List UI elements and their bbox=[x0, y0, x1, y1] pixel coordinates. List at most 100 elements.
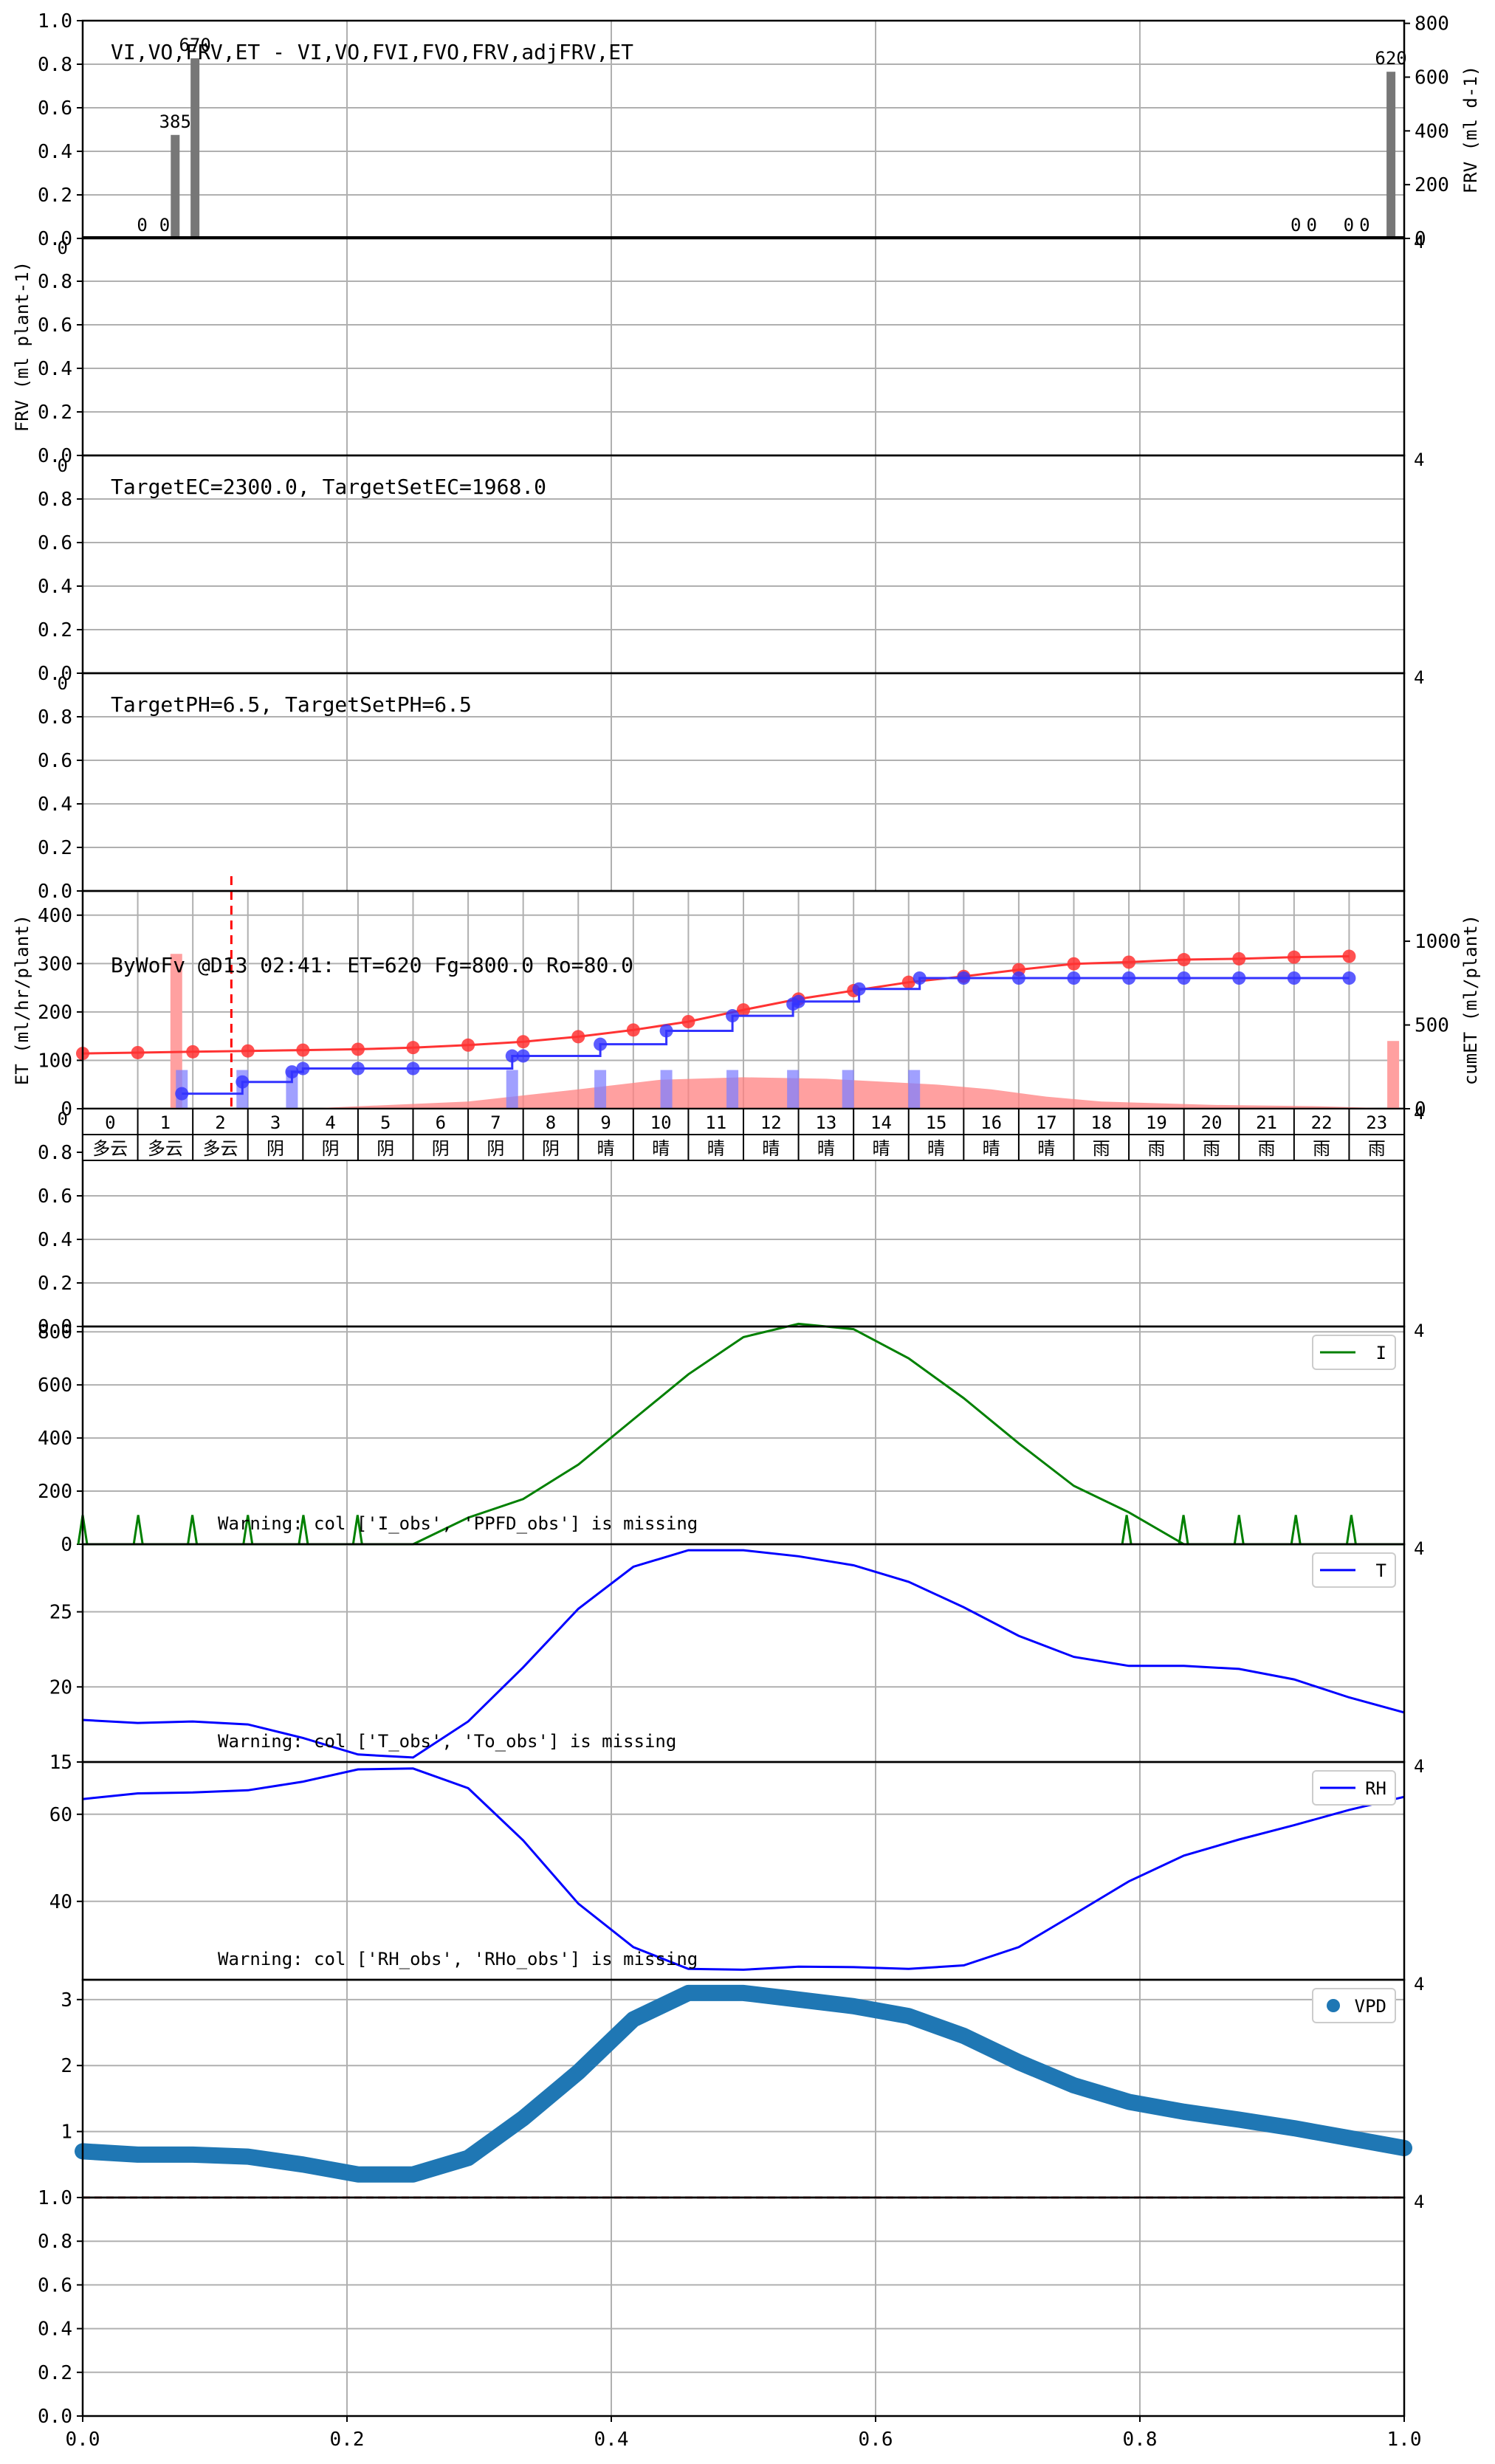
weather-label: 多云 bbox=[148, 1138, 183, 1159]
legend-label: I bbox=[1376, 1343, 1386, 1363]
hour-label: 10 bbox=[650, 1112, 672, 1133]
cum-et-point bbox=[186, 1045, 200, 1059]
y-tick-label: 200 bbox=[38, 1481, 72, 1503]
cum-irrigation-point bbox=[913, 971, 927, 985]
cum-irrigation-point bbox=[1342, 971, 1356, 985]
y-tick-label: 800 bbox=[38, 1321, 72, 1343]
weather-label: 晴 bbox=[707, 1138, 725, 1159]
axes-frame bbox=[81, 236, 1406, 457]
cum-irrigation-point bbox=[1287, 971, 1301, 985]
weather-label: 阴 bbox=[322, 1138, 340, 1159]
weather-label: 雨 bbox=[1203, 1138, 1220, 1159]
irrigation-bar bbox=[726, 1070, 739, 1109]
annotation-text: TargetPH=6.5, TargetSetPH=6.5 bbox=[111, 692, 472, 717]
cum-et-point bbox=[626, 1023, 640, 1037]
weather-label: 雨 bbox=[1093, 1138, 1110, 1159]
cum-et-line bbox=[82, 955, 1350, 1055]
weather-label: 晴 bbox=[817, 1138, 835, 1159]
panel-1: 0.0 0.2 0.4 0.6 0.8 FRV (ml plant-1) 4 0 bbox=[12, 232, 1424, 467]
cum-irrigation-point bbox=[1011, 971, 1025, 985]
y-tick-label: 0.8 bbox=[38, 2231, 72, 2253]
irrigation-bar bbox=[660, 1070, 673, 1109]
cum-et-point bbox=[241, 1044, 255, 1058]
axes-frame bbox=[81, 19, 1406, 240]
bar-value-label: 0 bbox=[1359, 215, 1369, 235]
cum-irrigation-point bbox=[296, 1061, 310, 1076]
y-tick-label: 0.2 bbox=[38, 837, 72, 859]
y-tick-label: 400 bbox=[38, 905, 72, 927]
hour-label: 15 bbox=[926, 1112, 947, 1133]
y-tick-label: 200 bbox=[38, 1002, 72, 1024]
irrigation-bar bbox=[842, 1070, 854, 1109]
weather-label: 雨 bbox=[1258, 1138, 1276, 1159]
y-tick-label: 0.6 bbox=[38, 1185, 72, 1208]
weather-label: 阴 bbox=[487, 1138, 504, 1159]
y-tick-label: 0.2 bbox=[38, 185, 72, 207]
hour-label: 5 bbox=[380, 1112, 391, 1133]
y-tick-label-right: 1000 bbox=[1415, 931, 1461, 953]
y-tick-label: 0.0 bbox=[38, 445, 72, 467]
y-tick-label: 0.0 bbox=[38, 2406, 72, 2428]
weather-label: 雨 bbox=[1368, 1138, 1386, 1159]
weather-label: 晴 bbox=[652, 1138, 670, 1159]
y-tick-label: 600 bbox=[38, 1374, 72, 1397]
cum-et-point bbox=[1067, 957, 1081, 971]
y-tick-label: 1.0 bbox=[38, 10, 72, 32]
weather-label: 阴 bbox=[267, 1138, 284, 1159]
weather-label: 多云 bbox=[202, 1138, 238, 1159]
right-tick-fragment: 4 bbox=[1414, 1538, 1424, 1559]
weather-label: 阴 bbox=[432, 1138, 450, 1159]
y-tick-label: 400 bbox=[38, 1428, 72, 1450]
y-axis-label: ET (ml/hr/plant) bbox=[12, 915, 32, 1085]
hour-label: 22 bbox=[1311, 1112, 1333, 1133]
cum-irrigation-point bbox=[1232, 971, 1246, 985]
bar-value-label: 0 bbox=[1344, 215, 1354, 235]
axes-frame bbox=[81, 1543, 1406, 1763]
warning-text: Warning: col ['T_obs', 'To_obs'] is miss… bbox=[218, 1731, 676, 1752]
weather-label: 晴 bbox=[872, 1138, 890, 1159]
light-spike bbox=[1233, 1515, 1245, 1545]
weather-label: 阴 bbox=[542, 1138, 560, 1159]
weather-label: 晴 bbox=[597, 1138, 615, 1159]
x-tick-label: 1.0 bbox=[1387, 2429, 1422, 2451]
right-tick-fragment: 4 bbox=[1414, 232, 1424, 252]
hour-label: 11 bbox=[705, 1112, 726, 1133]
cum-irrigation-step bbox=[182, 977, 1350, 1095]
y-tick-label: 0.8 bbox=[38, 706, 72, 729]
hour-label: 7 bbox=[490, 1112, 501, 1133]
y-tick-label: 0.2 bbox=[38, 619, 72, 641]
light-spike bbox=[187, 1515, 199, 1545]
hour-label: 9 bbox=[600, 1112, 611, 1133]
hour-label: 20 bbox=[1201, 1112, 1223, 1133]
legend-label: VPD bbox=[1355, 1996, 1386, 2017]
y-tick-label: 60 bbox=[49, 1804, 72, 1826]
y-axis-label-right: FRV (ml d-1) bbox=[1460, 66, 1481, 193]
cum-et-point bbox=[406, 1041, 420, 1055]
cum-et-point bbox=[461, 1038, 475, 1052]
cum-et-point bbox=[1122, 955, 1136, 969]
cum-et-point bbox=[131, 1045, 145, 1059]
cum-et-point bbox=[737, 1003, 750, 1017]
y-tick-label: 0.0 bbox=[38, 663, 72, 685]
y-tick-label-right: 600 bbox=[1415, 66, 1449, 89]
light-spike bbox=[1345, 1515, 1357, 1545]
series-line-VPD bbox=[75, 1984, 1412, 2183]
weather-label: 晴 bbox=[1037, 1138, 1055, 1159]
y-tick-label: 0.4 bbox=[38, 1229, 72, 1251]
cum-et-point bbox=[1287, 950, 1301, 964]
axes-frame bbox=[81, 1325, 1406, 1546]
y-tick-label: 0.4 bbox=[38, 794, 72, 816]
left-tick-fragment: 0 bbox=[58, 1109, 68, 1129]
frv-bar bbox=[171, 134, 180, 238]
cum-irrigation-point bbox=[406, 1061, 420, 1076]
y-tick-label: 2 bbox=[61, 2055, 72, 2077]
y-tick-label: 300 bbox=[38, 953, 72, 975]
panel-7: 15 20 25 Warning: col ['T_obs', 'To_obs'] i… bbox=[49, 1538, 1425, 1774]
bar-value-label: 0 bbox=[1290, 215, 1301, 235]
bar-value-label: 620 bbox=[1375, 48, 1406, 69]
hour-label: 0 bbox=[105, 1112, 115, 1133]
cum-irrigation-point bbox=[1177, 971, 1191, 985]
y-tick-label: 0.0 bbox=[38, 881, 72, 903]
